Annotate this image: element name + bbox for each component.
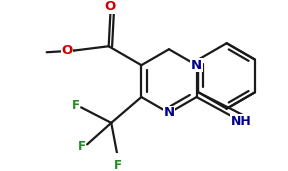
Text: O: O [105,0,116,13]
Text: N: N [163,107,175,120]
Text: F: F [77,140,86,153]
Text: NH: NH [231,115,252,128]
Text: F: F [71,99,79,112]
Text: F: F [114,159,122,171]
Text: N: N [191,59,202,72]
Text: O: O [61,44,73,57]
